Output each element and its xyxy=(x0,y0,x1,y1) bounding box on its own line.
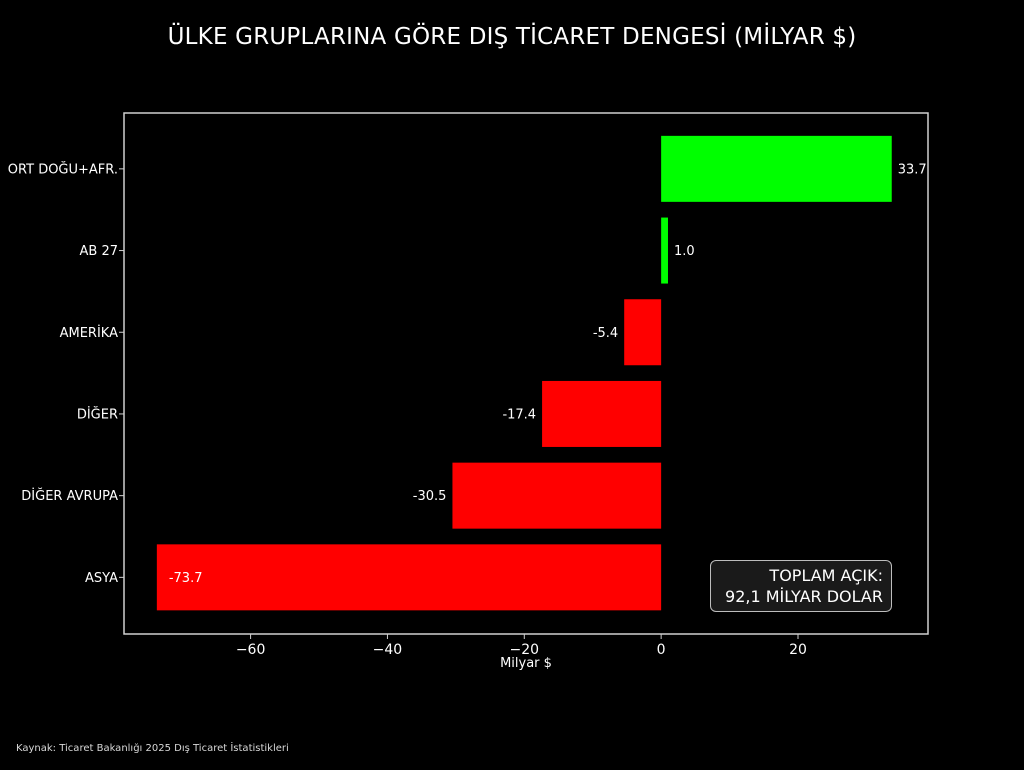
bar-value-label-2: -5.4 xyxy=(593,326,618,341)
y-tick-label-3: DİĞER xyxy=(77,406,118,422)
bar-value-label-4: -30.5 xyxy=(413,489,447,504)
y-tick-label-1: AB 27 xyxy=(80,244,119,259)
total-deficit-line1: TOPLAM AÇIK: xyxy=(769,566,883,585)
chart-title: ÜLKE GRUPLARINA GÖRE DIŞ TİCARET DENGESİ… xyxy=(167,24,857,50)
bar-3 xyxy=(542,380,662,447)
bar-value-label-3: -17.4 xyxy=(502,407,536,422)
total-deficit-annotation: TOPLAM AÇIK: 92,1 MİLYAR DOLAR xyxy=(710,560,892,612)
x-axis-ticks: −60 −40 −20 0 20 xyxy=(236,634,807,658)
total-deficit-line2: 92,1 MİLYAR DOLAR xyxy=(725,587,883,606)
bar-5 xyxy=(156,544,662,611)
x-tick-label-3: 0 xyxy=(657,642,666,658)
source-note: Kaynak: Ticaret Bakanlığı 2025 Dış Ticar… xyxy=(16,743,289,754)
x-tick-label-4: 20 xyxy=(789,642,807,658)
bar-4 xyxy=(452,462,662,529)
bar-value-label-5: -73.7 xyxy=(169,571,203,586)
plot-frame xyxy=(123,112,929,635)
x-tick-label-2: −20 xyxy=(510,642,540,658)
bar-value-label-1: 1.0 xyxy=(674,244,695,259)
y-tick-label-0: ORT DOĞU+AFR. xyxy=(8,161,118,177)
x-tick-label-1: −40 xyxy=(373,642,403,658)
y-tick-label-4: DİĞER AVRUPA xyxy=(21,488,118,504)
bars-layer xyxy=(156,135,892,611)
y-axis-ticks: ORT DOĞU+AFR. AB 27 AMERİKA DİĞER DİĞER AVRU… xyxy=(8,161,124,586)
y-tick-label-2: AMERİKA xyxy=(60,325,118,341)
x-tick-label-0: −60 xyxy=(236,642,266,658)
value-labels-layer: 33.7 1.0 -5.4 -17.4 -30.5 -73.7 xyxy=(169,162,927,585)
y-tick-label-5: ASYA xyxy=(85,571,118,586)
bar-value-label-0: 33.7 xyxy=(898,162,927,177)
bar-1 xyxy=(661,217,668,284)
bar-0 xyxy=(661,135,892,202)
bar-2 xyxy=(624,299,662,366)
x-axis-label: Milyar $ xyxy=(500,656,552,671)
